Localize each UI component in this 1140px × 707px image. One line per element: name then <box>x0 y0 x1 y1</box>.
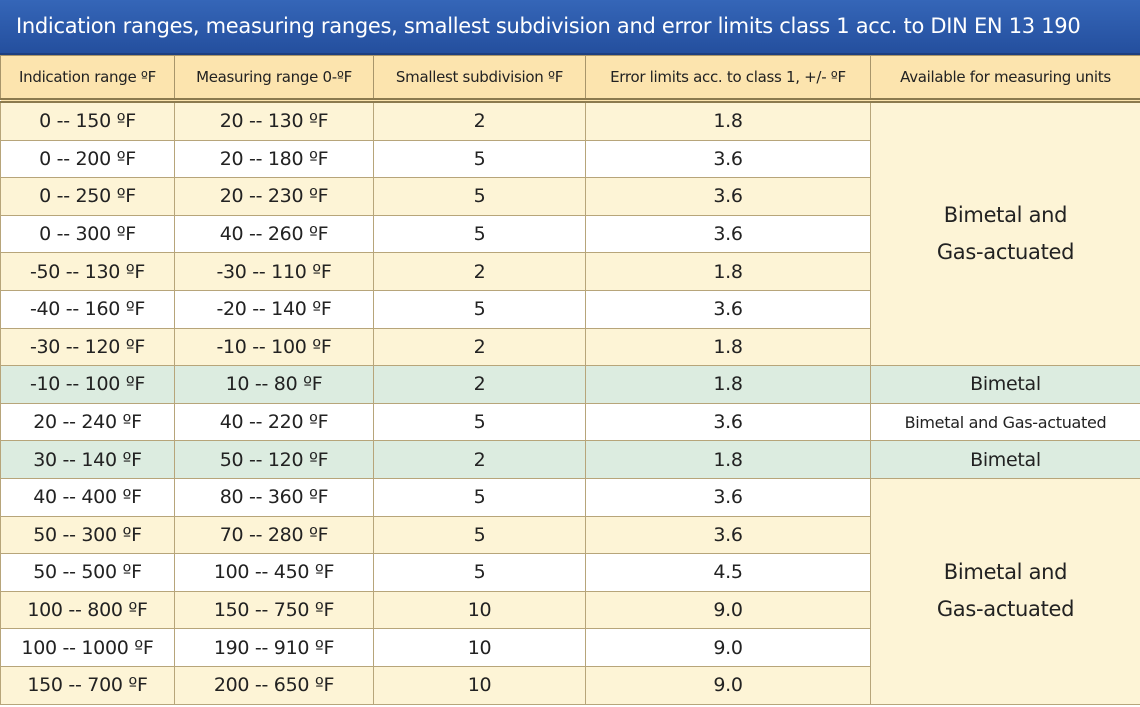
table-cell: 190 -- 910 ºF <box>174 628 374 667</box>
table-cell: 20 -- 240 ºF <box>0 402 175 442</box>
table-cell: 100 -- 800 ºF <box>0 590 175 630</box>
table-cell: -40 -- 160 ºF <box>0 289 175 329</box>
table-row: 0 -- 250 ºF 20 -- 230 ºF 5 3.6 <box>0 177 1140 216</box>
table-cell: 40 -- 400 ºF <box>0 477 175 517</box>
table-cell: 10 -- 80 ºF <box>174 365 374 404</box>
availability-cell: Bimetal and Gas-actuated <box>870 402 1140 442</box>
table-row: 0 -- 200 ºF 20 -- 180 ºF 5 3.6 <box>0 139 1140 179</box>
availability-cell: Bimetal <box>870 365 1140 404</box>
table-cell: 2 <box>373 100 586 141</box>
table-row: 150 -- 700 ºF 200 -- 650 ºF 10 9.0 <box>0 665 1140 705</box>
table-row: -50 -- 130 ºF -30 -- 110 ºF 2 1.8 <box>0 252 1140 291</box>
table-row: 20 -- 240 ºF 40 -- 220 ºF 5 3.6 Bimetal and … <box>0 402 1140 442</box>
table-cell: 1.8 <box>585 365 871 404</box>
table-cell: 2 <box>373 365 586 404</box>
table-cell: 1.8 <box>585 100 871 141</box>
table-cell: 0 -- 300 ºF <box>0 214 175 254</box>
table-cell: 5 <box>373 402 586 442</box>
column-header: Measuring range 0-ºF <box>174 55 374 103</box>
table-cell: 5 <box>373 477 586 517</box>
table-cell: 3.6 <box>585 289 871 329</box>
table-cell: 20 -- 130 ºF <box>174 100 374 141</box>
table-cell: 3.6 <box>585 477 871 517</box>
table-cell: 3.6 <box>585 177 871 216</box>
table-cell: -10 -- 100 ºF <box>174 327 374 367</box>
table-cell: 40 -- 260 ºF <box>174 214 374 254</box>
column-header: Smallest subdivision ºF <box>373 55 586 103</box>
table-cell: 5 <box>373 139 586 179</box>
table-cell: 3.6 <box>585 214 871 254</box>
header-row: Indication range ºF Measuring range 0-ºF S… <box>0 55 1140 103</box>
table-cell: 5 <box>373 289 586 329</box>
table-cell: 9.0 <box>585 590 871 630</box>
availability-cell: Bimetal and Gas-actuated <box>870 99 1140 367</box>
table-cell: 150 -- 750 ºF <box>174 590 374 630</box>
table-cell: 150 -- 700 ºF <box>0 665 175 705</box>
table-cell: 100 -- 1000 ºF <box>0 628 175 667</box>
table-cell: 50 -- 300 ºF <box>0 515 175 555</box>
availability-cell: Bimetal <box>870 440 1140 479</box>
table-row: -30 -- 120 ºF -10 -- 100 ºF 2 1.8 <box>0 327 1140 367</box>
table-cell: 30 -- 140 ºF <box>0 440 175 479</box>
availability-text: Bimetal and Gas-actuated <box>936 560 1075 622</box>
availability-text: Bimetal and Gas-actuated <box>936 203 1075 265</box>
column-header: Available for measuring units <box>870 55 1140 103</box>
table-cell: 9.0 <box>585 665 871 705</box>
table-row: 0 -- 300 ºF 40 -- 260 ºF 5 3.6 <box>0 214 1140 254</box>
table-cell: 0 -- 150 ºF <box>0 100 175 141</box>
table-cell: -10 -- 100 ºF <box>0 365 175 404</box>
table-cell: 200 -- 650 ºF <box>174 665 374 705</box>
table-cell: 2 <box>373 440 586 479</box>
table-cell: 100 -- 450 ºF <box>174 553 374 592</box>
table-row: 30 -- 140 ºF 50 -- 120 ºF 2 1.8 Bimetal <box>0 440 1140 479</box>
availability-cell: Bimetal and Gas-actuated <box>870 477 1140 705</box>
table-cell: 0 -- 200 ºF <box>0 139 175 179</box>
table-cell: 70 -- 280 ºF <box>174 515 374 555</box>
table-cell: 2 <box>373 252 586 291</box>
table-row: 100 -- 1000 ºF 190 -- 910 ºF 10 9.0 <box>0 628 1140 667</box>
table-cell: 1.8 <box>585 252 871 291</box>
table-cell: 5 <box>373 553 586 592</box>
title-bar: Indication ranges, measuring ranges, sma… <box>0 0 1140 55</box>
table-cell: 1.8 <box>585 440 871 479</box>
table-cell: 3.6 <box>585 402 871 442</box>
table-row: -10 -- 100 ºF 10 -- 80 ºF 2 1.8 Bimetal <box>0 365 1140 404</box>
table-cell: 3.6 <box>585 515 871 555</box>
table-cell: 50 -- 120 ºF <box>174 440 374 479</box>
table-cell: 3.6 <box>585 139 871 179</box>
table-cell: 4.5 <box>585 553 871 592</box>
table-cell: 20 -- 230 ºF <box>174 177 374 216</box>
table-row: 50 -- 500 ºF 100 -- 450 ºF 5 4.5 <box>0 553 1140 592</box>
table-row: 40 -- 400 ºF 80 -- 360 ºF 5 3.6 Bimetal and … <box>0 477 1140 705</box>
column-header: Error limits acc. to class 1, +/- ºF <box>585 55 871 103</box>
table-cell: 20 -- 180 ºF <box>174 139 374 179</box>
column-header: Indication range ºF <box>0 55 175 103</box>
table-cell: 10 <box>373 590 586 630</box>
table-cell: 5 <box>373 177 586 216</box>
table-cell: 2 <box>373 327 586 367</box>
table-cell: 1.8 <box>585 327 871 367</box>
table-row: 100 -- 800 ºF 150 -- 750 ºF 10 9.0 <box>0 590 1140 630</box>
table-cell: 10 <box>373 628 586 667</box>
table-row: 50 -- 300 ºF 70 -- 280 ºF 5 3.6 <box>0 515 1140 555</box>
table-cell: -30 -- 110 ºF <box>174 252 374 291</box>
table-cell: 9.0 <box>585 628 871 667</box>
table-cell: 40 -- 220 ºF <box>174 402 374 442</box>
table-cell: 5 <box>373 214 586 254</box>
table-body: 0 -- 150 ºF 20 -- 130 ºF 2 1.8 Bimetal and G… <box>0 99 1140 705</box>
table-cell: 50 -- 500 ºF <box>0 553 175 592</box>
table-cell: -50 -- 130 ºF <box>0 252 175 291</box>
table-cell: -30 -- 120 ºF <box>0 327 175 367</box>
data-table: Indication range ºF Measuring range 0-ºF S… <box>0 55 1140 705</box>
table-cell: -20 -- 140 ºF <box>174 289 374 329</box>
table-cell: 80 -- 360 ºF <box>174 477 374 517</box>
table-cell: 10 <box>373 665 586 705</box>
table-row: -40 -- 160 ºF -20 -- 140 ºF 5 3.6 <box>0 289 1140 329</box>
table-cell: 5 <box>373 515 586 555</box>
table-cell: 0 -- 250 ºF <box>0 177 175 216</box>
table-row: 0 -- 150 ºF 20 -- 130 ºF 2 1.8 Bimetal and G… <box>0 99 1140 367</box>
